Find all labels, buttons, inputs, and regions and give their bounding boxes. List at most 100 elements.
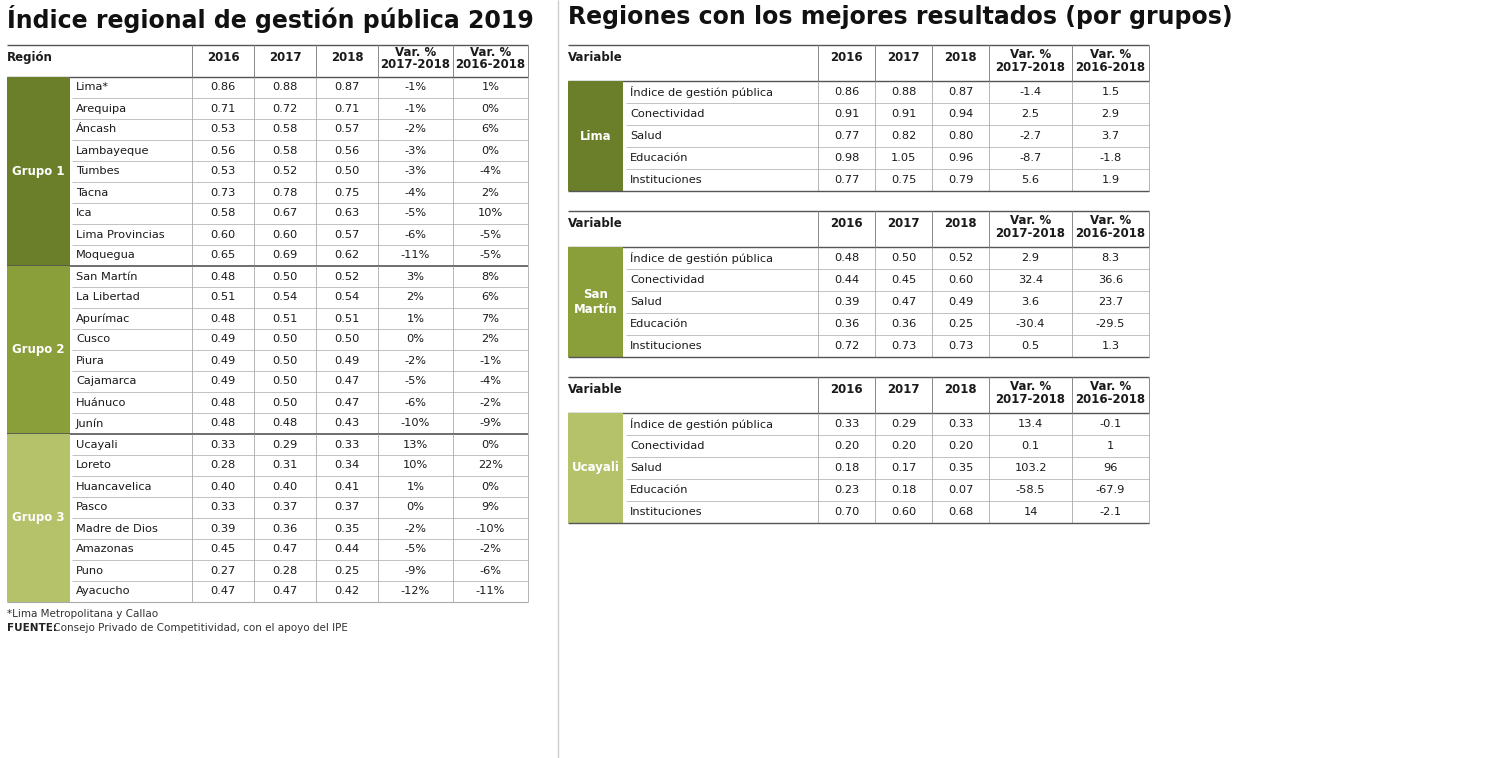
Text: Var. %: Var. % [1010,48,1052,61]
Text: 2016-2018: 2016-2018 [1076,61,1146,74]
Text: Conectividad: Conectividad [630,109,705,119]
Text: 0.49: 0.49 [948,297,974,307]
Text: 2017: 2017 [888,217,920,230]
Text: 0.47: 0.47 [210,587,236,597]
Text: 6%: 6% [482,293,500,302]
Text: 2016-2018: 2016-2018 [1076,227,1146,240]
Text: 1.05: 1.05 [891,153,916,163]
Text: 0.48: 0.48 [834,253,860,263]
Text: 0.91: 0.91 [891,109,916,119]
Text: 0.56: 0.56 [210,146,236,155]
Text: 13%: 13% [404,440,427,449]
Text: San
Martín: San Martín [573,288,618,316]
Text: 2%: 2% [406,293,424,302]
Text: -8.7: -8.7 [1020,153,1041,163]
Text: 0.78: 0.78 [273,187,297,198]
Text: -2.1: -2.1 [1100,507,1122,517]
Text: -4%: -4% [480,377,501,387]
Text: Moquegua: Moquegua [76,250,135,261]
Text: 5.6: 5.6 [1022,175,1040,185]
Text: 0.58: 0.58 [273,124,297,134]
Text: -5%: -5% [480,250,501,261]
Text: Índice de gestión pública: Índice de gestión pública [630,86,772,98]
Text: 2018: 2018 [330,51,363,64]
Text: 0.47: 0.47 [334,397,360,408]
Bar [8,77,70,266]
Text: -1.4: -1.4 [1020,87,1041,97]
Text: -1%: -1% [405,83,426,92]
Text: 1%: 1% [482,83,500,92]
Text: 0.82: 0.82 [891,131,916,141]
Text: Var. %: Var. % [1090,380,1131,393]
Text: 2016: 2016 [830,51,862,64]
Text: 0.39: 0.39 [210,524,236,534]
Text: 0.80: 0.80 [948,131,974,141]
Text: 0.96: 0.96 [948,153,974,163]
Bar [568,81,622,191]
Text: -10%: -10% [400,418,430,428]
Text: 0.72: 0.72 [273,104,297,114]
Text: 0%: 0% [482,481,500,491]
Text: Lima*: Lima* [76,83,110,92]
Text: 0.69: 0.69 [273,250,297,261]
Text: 0.51: 0.51 [210,293,236,302]
Text: 10%: 10% [478,208,502,218]
Text: 0.47: 0.47 [273,587,297,597]
Text: 14: 14 [1023,507,1038,517]
Text: 0.71: 0.71 [334,104,360,114]
Text: 0.50: 0.50 [273,271,297,281]
Text: 2017-2018: 2017-2018 [996,61,1065,74]
Text: 2016: 2016 [207,51,240,64]
Text: 0.33: 0.33 [210,440,236,449]
Text: 22%: 22% [478,461,502,471]
Text: 0.20: 0.20 [891,441,916,451]
Text: 2018: 2018 [944,51,976,64]
Text: 0.50: 0.50 [334,334,360,344]
Text: 2017-2018: 2017-2018 [996,227,1065,240]
Text: 0.48: 0.48 [210,397,236,408]
Text: 0.48: 0.48 [210,314,236,324]
Text: Áncash: Áncash [76,124,117,134]
Text: -2%: -2% [480,397,501,408]
Text: 2016: 2016 [830,217,862,230]
Text: Instituciones: Instituciones [630,341,702,351]
Text: 0.50: 0.50 [273,356,297,365]
Text: Lima Provincias: Lima Provincias [76,230,165,240]
Text: Ucayali: Ucayali [572,462,620,475]
Text: -67.9: -67.9 [1096,485,1125,495]
Text: Piura: Piura [76,356,105,365]
Text: 2.9: 2.9 [1022,253,1040,263]
Text: -3%: -3% [405,167,426,177]
Text: Lambayeque: Lambayeque [76,146,150,155]
Text: Var. %: Var. % [1010,380,1052,393]
Text: 0.54: 0.54 [334,293,360,302]
Text: -9%: -9% [480,418,501,428]
Text: 0.87: 0.87 [948,87,974,97]
Text: -1%: -1% [480,356,501,365]
Text: 0.45: 0.45 [891,275,916,285]
Text: -58.5: -58.5 [1016,485,1046,495]
Text: 0.33: 0.33 [834,419,860,429]
Bar [8,266,70,434]
Text: 0.29: 0.29 [891,419,916,429]
Text: Var. %: Var. % [1090,48,1131,61]
Text: 0.48: 0.48 [210,418,236,428]
Text: -6%: -6% [405,397,426,408]
Text: 0.07: 0.07 [948,485,974,495]
Text: Junín: Junín [76,418,105,429]
Text: 32.4: 32.4 [1019,275,1042,285]
Text: Educación: Educación [630,485,688,495]
Text: 0.1: 0.1 [1022,441,1040,451]
Text: 2016-2018: 2016-2018 [1076,393,1146,406]
Text: 0.31: 0.31 [273,461,297,471]
Bar [568,247,622,357]
Text: -4%: -4% [480,167,501,177]
Text: Variable: Variable [568,383,622,396]
Text: -2.7: -2.7 [1020,131,1041,141]
Text: Educación: Educación [630,153,688,163]
Text: 0.50: 0.50 [273,334,297,344]
Text: Tacna: Tacna [76,187,108,198]
Text: 3.7: 3.7 [1101,131,1119,141]
Text: 103.2: 103.2 [1014,463,1047,473]
Text: Huancavelica: Huancavelica [76,481,153,491]
